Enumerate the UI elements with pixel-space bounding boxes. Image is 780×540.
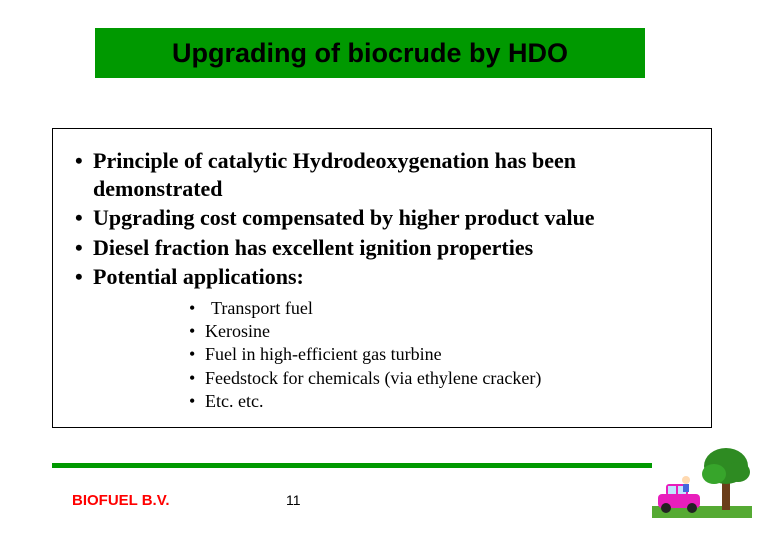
slide-title: Upgrading of biocrude by HDO [172,38,568,69]
sub-bullet-item: Etc. etc. [185,390,699,413]
bullet-item: Principle of catalytic Hydrodeoxygenatio… [65,147,699,202]
sub-bullet-label: Transport fuel [211,298,313,318]
bullet-item: Diesel fraction has excellent ignition p… [65,234,699,262]
sub-bullet-item: Kerosine [185,320,699,343]
page-number: 11 [286,492,301,508]
car-tree-clipart [652,446,752,518]
sub-bullet-item: Fuel in high-efficient gas turbine [185,343,699,366]
footer-brand: BIOFUEL B.V. [72,492,170,509]
footer-divider [52,463,652,468]
sub-bullet-item: Transport fuel [185,297,699,320]
bullet-item: Upgrading cost compensated by higher pro… [65,204,699,232]
sub-bullet-list: Transport fuel Kerosine Fuel in high-eff… [185,297,699,414]
sub-bullet-item: Feedstock for chemicals (via ethylene cr… [185,367,699,390]
title-bar: Upgrading of biocrude by HDO [95,28,645,78]
content-box: Principle of catalytic Hydrodeoxygenatio… [52,128,712,428]
bullet-item: Potential applications: [65,263,699,291]
main-bullet-list: Principle of catalytic Hydrodeoxygenatio… [65,147,699,291]
